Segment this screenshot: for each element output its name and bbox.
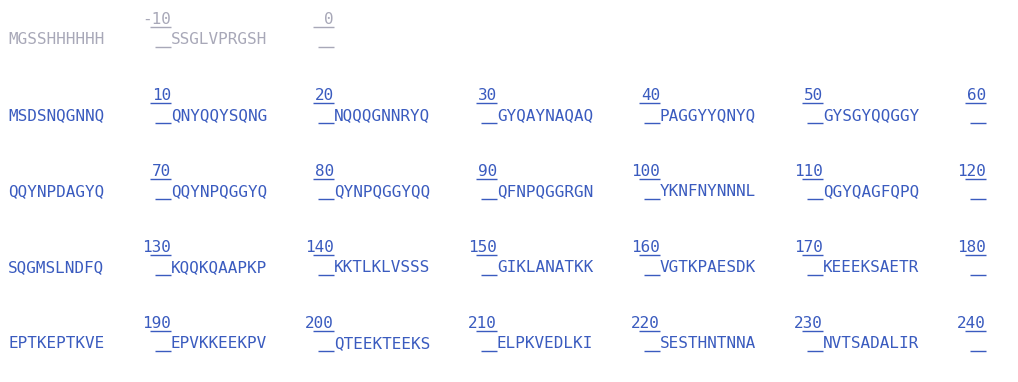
Text: 10: 10 — [152, 88, 171, 103]
Text: 170: 170 — [794, 240, 823, 255]
Text: 200: 200 — [305, 316, 334, 331]
Text: EPVKKEEKPV: EPVKKEEKPV — [171, 336, 268, 351]
Text: 80: 80 — [315, 164, 334, 179]
Text: YKNFNYNNNL: YKNFNYNNNL — [660, 184, 756, 199]
Text: KQQKQAAPKP: KQQKQAAPKP — [171, 260, 268, 275]
Text: QYNPQGGYQQ: QYNPQGGYQQ — [334, 184, 431, 199]
Text: PAGGYYQNYQ: PAGGYYQNYQ — [660, 108, 756, 123]
Text: 230: 230 — [794, 316, 823, 331]
Text: GYQAYNAQAQ: GYQAYNAQAQ — [497, 108, 593, 123]
Text: 40: 40 — [640, 88, 660, 103]
Text: 220: 220 — [631, 316, 660, 331]
Text: 90: 90 — [477, 164, 497, 179]
Text: KEEEKSAETR: KEEEKSAETR — [823, 260, 919, 275]
Text: SSGLVPRGSH: SSGLVPRGSH — [171, 32, 268, 47]
Text: 110: 110 — [794, 164, 823, 179]
Text: QTEEKTEEKS: QTEEKTEEKS — [334, 336, 431, 351]
Text: 30: 30 — [477, 88, 497, 103]
Text: 60: 60 — [967, 88, 986, 103]
Text: QGYQAGFQPQ: QGYQAGFQPQ — [823, 184, 919, 199]
Text: GYSGYQQGGY: GYSGYQQGGY — [823, 108, 919, 123]
Text: 240: 240 — [957, 316, 986, 331]
Text: MGSSHHHHHH: MGSSHHHHHH — [8, 32, 104, 47]
Text: MSDSNQGNNQ: MSDSNQGNNQ — [8, 108, 104, 123]
Text: SQGMSLNDFQ: SQGMSLNDFQ — [8, 260, 104, 275]
Text: EPTKEPTKVE: EPTKEPTKVE — [8, 336, 104, 351]
Text: 50: 50 — [804, 88, 823, 103]
Text: QNYQQYSQNG: QNYQQYSQNG — [171, 108, 268, 123]
Text: NQQQGNNRYQ: NQQQGNNRYQ — [334, 108, 431, 123]
Text: SESTHNTNNA: SESTHNTNNA — [660, 336, 756, 351]
Text: 180: 180 — [957, 240, 986, 255]
Text: 160: 160 — [631, 240, 660, 255]
Text: 210: 210 — [468, 316, 497, 331]
Text: VGTKPAESDK: VGTKPAESDK — [660, 260, 756, 275]
Text: 0: 0 — [325, 12, 334, 27]
Text: QFNPQGGRGN: QFNPQGGRGN — [497, 184, 593, 199]
Text: 120: 120 — [957, 164, 986, 179]
Text: QQYNPDAGYQ: QQYNPDAGYQ — [8, 184, 104, 199]
Text: ELPKVEDLKI: ELPKVEDLKI — [497, 336, 593, 351]
Text: 20: 20 — [315, 88, 334, 103]
Text: GIKLANATKK: GIKLANATKK — [497, 260, 593, 275]
Text: 70: 70 — [152, 164, 171, 179]
Text: 130: 130 — [143, 240, 171, 255]
Text: 100: 100 — [631, 164, 660, 179]
Text: QQYNPQGGYQ: QQYNPQGGYQ — [171, 184, 268, 199]
Text: -10: -10 — [143, 12, 171, 27]
Text: KKTLKLVSSS: KKTLKLVSSS — [334, 260, 431, 275]
Text: 140: 140 — [305, 240, 334, 255]
Text: 190: 190 — [143, 316, 171, 331]
Text: 150: 150 — [468, 240, 497, 255]
Text: NVTSADALIR: NVTSADALIR — [823, 336, 919, 351]
